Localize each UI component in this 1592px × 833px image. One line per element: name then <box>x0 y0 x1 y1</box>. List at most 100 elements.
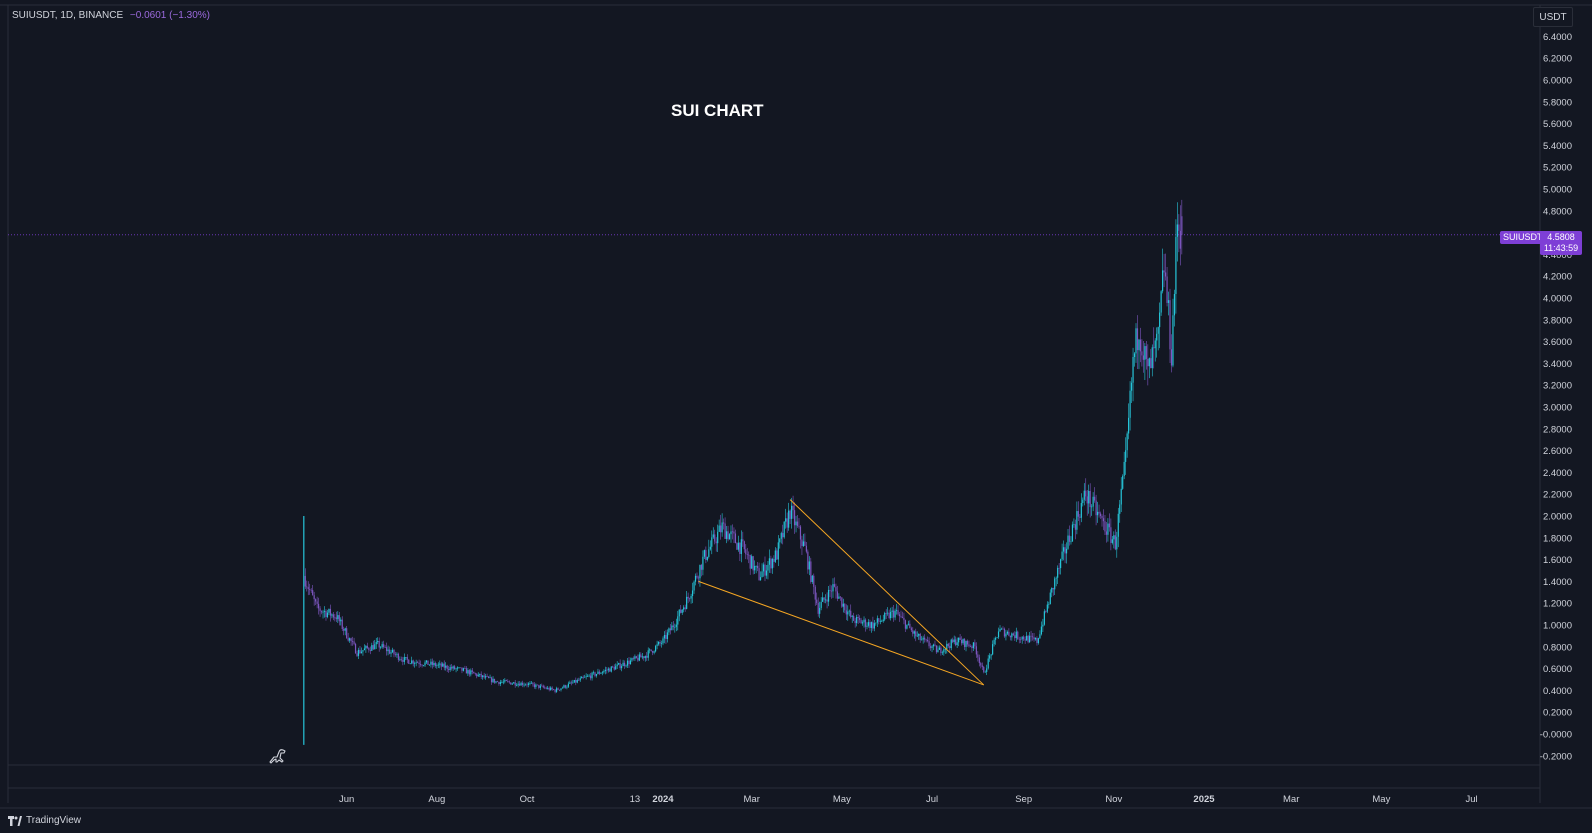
candle <box>796 521 799 526</box>
candle <box>932 644 935 647</box>
candle <box>928 641 930 647</box>
candle <box>516 685 518 686</box>
candle <box>424 662 426 666</box>
candle <box>637 657 639 661</box>
candle <box>446 665 448 670</box>
candle <box>675 624 677 627</box>
candle <box>850 610 852 617</box>
candle <box>817 603 819 614</box>
candle <box>618 663 620 665</box>
candle <box>887 612 889 614</box>
candle <box>542 685 544 688</box>
candle <box>669 628 671 631</box>
candle <box>502 681 504 683</box>
candle <box>819 607 821 614</box>
candle <box>328 608 330 613</box>
candle <box>598 671 601 674</box>
time-axis[interactable]: Jun Aug Oct 13 2024 Mar May Jul Sep Nov 2025 Mar May… <box>339 794 1478 805</box>
price-axis[interactable]: 6.4000 6.2000 6.0000 5.8000 5.6000 5.4000 5.20… <box>1540 32 1572 762</box>
price-tick-label: 4.2000 <box>1543 272 1572 283</box>
price-tick-label: 5.8000 <box>1543 97 1572 108</box>
tradingview-branding[interactable]: TradingView <box>8 815 81 826</box>
candle <box>536 684 538 686</box>
currency-button[interactable]: USDT <box>1533 7 1573 27</box>
candle <box>578 679 580 681</box>
candle <box>767 564 769 571</box>
candle <box>474 673 476 675</box>
candle <box>394 654 397 656</box>
candle <box>813 575 815 587</box>
candle <box>449 667 451 670</box>
legend-symbol: SUIUSDT, 1D, BINANCE <box>12 10 124 21</box>
symbol-legend[interactable]: SUIUSDT, 1D, BINANCE −0.0601 (−1.30%) <box>12 10 210 21</box>
last-price-value: 4.5808 <box>1547 232 1575 242</box>
price-tick-label: 1.4000 <box>1543 577 1572 588</box>
candle <box>652 651 654 653</box>
candle <box>323 610 326 612</box>
candle <box>1082 499 1084 504</box>
candle <box>655 646 657 652</box>
price-tick-label: 4.8000 <box>1543 206 1572 217</box>
candle <box>1122 476 1124 489</box>
candle <box>1074 524 1077 530</box>
candle <box>312 590 314 596</box>
price-tick-label: 1.0000 <box>1543 621 1572 632</box>
candle <box>808 561 810 570</box>
candle <box>353 641 355 644</box>
candle <box>693 581 695 591</box>
candle <box>980 663 982 666</box>
candle <box>974 642 976 647</box>
candle <box>1077 511 1079 517</box>
candle <box>686 596 688 609</box>
candle <box>626 660 629 666</box>
candle <box>631 658 633 661</box>
candle <box>461 667 463 671</box>
candle <box>459 667 462 669</box>
candle <box>1028 635 1031 643</box>
candle <box>965 640 967 647</box>
time-tick-label: Mar <box>1283 794 1299 805</box>
candle <box>1133 353 1136 357</box>
candle <box>681 609 683 613</box>
candle <box>1156 333 1158 341</box>
candle <box>587 675 589 677</box>
candle <box>1070 541 1072 543</box>
candle <box>953 639 955 643</box>
price-tick-label: 6.4000 <box>1543 32 1572 43</box>
candle <box>992 644 994 655</box>
candle <box>448 669 450 670</box>
candle <box>1119 504 1121 514</box>
candle <box>643 656 645 659</box>
candle <box>761 571 763 578</box>
candle <box>346 628 348 639</box>
candle <box>836 591 839 599</box>
candle <box>479 673 481 675</box>
candle <box>1024 639 1026 641</box>
candle <box>417 662 419 664</box>
candle <box>662 638 664 644</box>
candle <box>470 670 472 675</box>
trendline[interactable] <box>789 499 985 686</box>
candle <box>1147 358 1149 367</box>
candle <box>1042 624 1044 627</box>
candle <box>879 621 881 622</box>
candle <box>553 689 555 691</box>
candle <box>408 659 410 664</box>
candle <box>585 676 587 677</box>
candle <box>1008 631 1010 636</box>
candle <box>380 647 382 648</box>
trendline[interactable] <box>698 580 984 686</box>
candle <box>727 531 729 540</box>
candle <box>600 673 602 674</box>
candle <box>999 629 1001 632</box>
candle <box>851 615 853 617</box>
candle <box>504 680 506 682</box>
candle <box>471 670 473 672</box>
candle <box>1058 567 1060 569</box>
price-tick-label: 6.0000 <box>1543 76 1572 87</box>
candle <box>1027 635 1029 643</box>
candle <box>638 654 640 661</box>
candle <box>946 643 948 650</box>
drawing-layer[interactable] <box>698 499 985 686</box>
